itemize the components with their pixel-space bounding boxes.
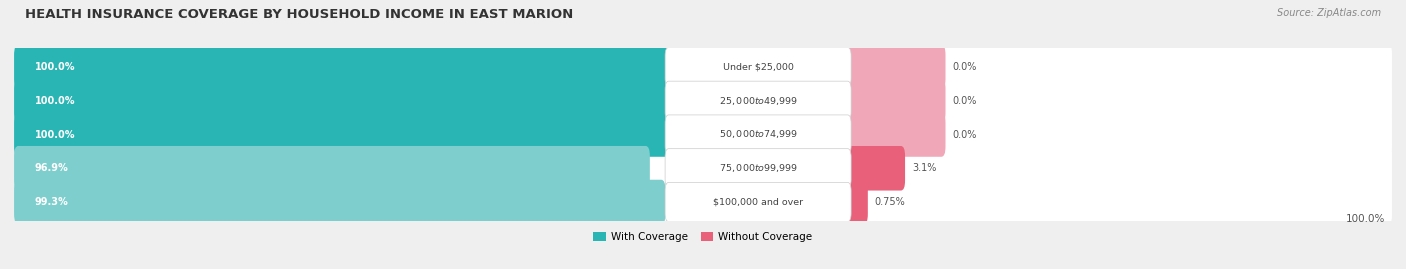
FancyBboxPatch shape <box>14 178 1392 226</box>
Text: HEALTH INSURANCE COVERAGE BY HOUSEHOLD INCOME IN EAST MARION: HEALTH INSURANCE COVERAGE BY HOUSEHOLD I… <box>25 8 574 21</box>
FancyBboxPatch shape <box>848 45 945 89</box>
Text: 3.1%: 3.1% <box>912 163 936 173</box>
FancyBboxPatch shape <box>14 111 1392 158</box>
Text: 100.0%: 100.0% <box>35 129 76 140</box>
FancyBboxPatch shape <box>848 180 868 224</box>
Text: 100.0%: 100.0% <box>1346 214 1385 224</box>
Text: $25,000 to $49,999: $25,000 to $49,999 <box>718 95 797 107</box>
FancyBboxPatch shape <box>848 79 945 123</box>
FancyBboxPatch shape <box>665 182 851 222</box>
FancyBboxPatch shape <box>14 77 1392 124</box>
Text: $100,000 and over: $100,000 and over <box>713 197 803 207</box>
Text: 0.0%: 0.0% <box>952 129 977 140</box>
FancyBboxPatch shape <box>665 149 851 188</box>
Text: $75,000 to $99,999: $75,000 to $99,999 <box>718 162 797 174</box>
FancyBboxPatch shape <box>848 146 905 190</box>
FancyBboxPatch shape <box>14 180 665 224</box>
FancyBboxPatch shape <box>14 145 1392 192</box>
Text: 96.9%: 96.9% <box>35 163 69 173</box>
FancyBboxPatch shape <box>14 112 669 157</box>
FancyBboxPatch shape <box>14 79 669 123</box>
FancyBboxPatch shape <box>14 45 669 89</box>
FancyBboxPatch shape <box>14 43 1392 91</box>
FancyBboxPatch shape <box>665 115 851 154</box>
FancyBboxPatch shape <box>665 81 851 120</box>
FancyBboxPatch shape <box>848 112 945 157</box>
Text: 99.3%: 99.3% <box>35 197 69 207</box>
Text: $50,000 to $74,999: $50,000 to $74,999 <box>718 129 797 140</box>
Text: 100.0%: 100.0% <box>35 62 76 72</box>
Text: 0.0%: 0.0% <box>952 96 977 106</box>
Text: 0.0%: 0.0% <box>952 62 977 72</box>
FancyBboxPatch shape <box>14 146 650 190</box>
Legend: With Coverage, Without Coverage: With Coverage, Without Coverage <box>589 228 817 246</box>
Text: Source: ZipAtlas.com: Source: ZipAtlas.com <box>1277 8 1381 18</box>
Text: Under $25,000: Under $25,000 <box>723 62 793 72</box>
Text: 0.75%: 0.75% <box>875 197 905 207</box>
FancyBboxPatch shape <box>665 47 851 87</box>
Text: 100.0%: 100.0% <box>35 96 76 106</box>
